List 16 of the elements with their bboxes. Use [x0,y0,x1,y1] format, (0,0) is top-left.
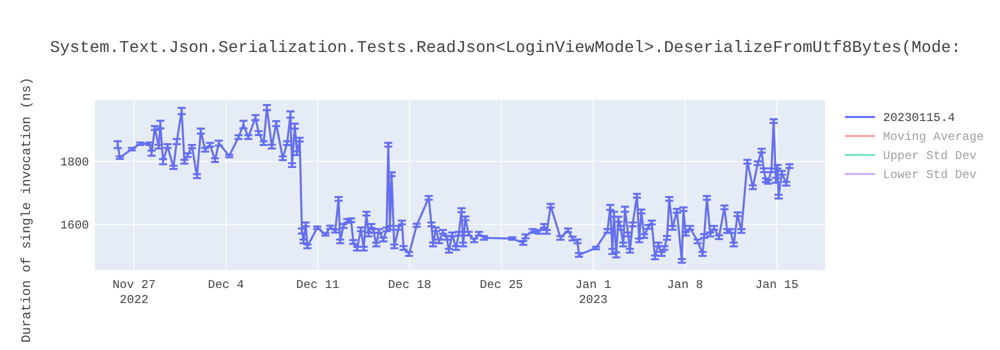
x-tick-label: Jan 1 2023 [575,278,612,307]
legend-label: Moving Average [883,130,984,144]
x-tick-label: Dec 4 [208,278,244,292]
chart-title: System.Text.Json.Serialization.Tests.ReadJson<LoginViewModel>.DeserializeFromUtf8Bytes(Mode: [50,38,961,57]
legend-label: 20230115.4 [883,111,956,125]
y-tick-label: 1800 [60,155,89,170]
y-tick-label: 1600 [60,218,89,232]
x-tick-label: Jan 8 [667,278,704,292]
x-tick-label: Dec 11 [296,278,340,292]
legend-label: Upper Std Dev [883,149,977,163]
x-tick-label: Dec 18 [388,278,432,292]
legend-label: Lower Std Dev [883,168,977,182]
x-tick-label: Nov 27 2022 [112,278,156,307]
x-tick-label: Dec 25 [480,278,524,292]
x-tick-label: Jan 15 [755,278,799,292]
y-axis-title: Duration of single invocation (ns) [19,77,34,343]
